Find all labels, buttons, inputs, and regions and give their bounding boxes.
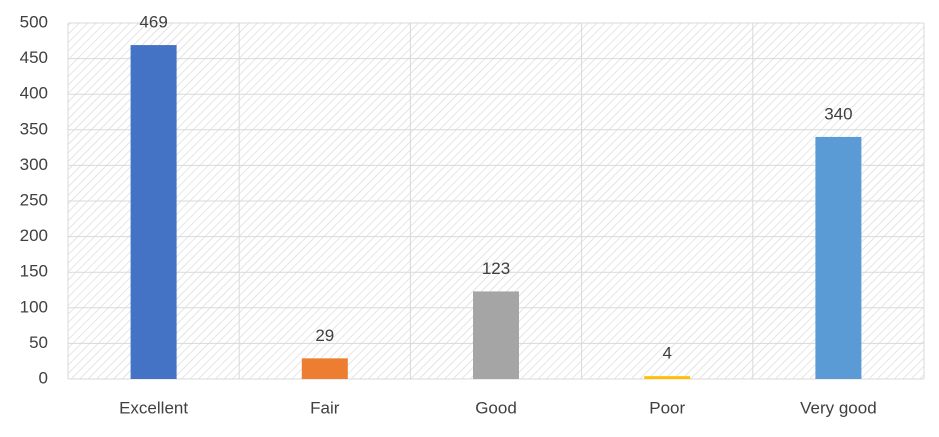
y-tick-label: 50: [29, 333, 48, 352]
x-tick-label: Fair: [310, 398, 340, 417]
x-tick-label: Poor: [649, 398, 685, 417]
bar: [130, 45, 177, 380]
bar: [644, 376, 691, 379]
y-tick-label: 400: [20, 84, 48, 103]
x-tick-label: Good: [475, 398, 517, 417]
y-tick-label: 200: [20, 226, 48, 245]
y-tick-label: 100: [20, 297, 48, 316]
data-label: 4: [662, 344, 671, 363]
y-tick-label: 150: [20, 262, 48, 281]
y-tick-label: 0: [39, 368, 48, 387]
data-label: 29: [315, 326, 334, 345]
bar: [473, 291, 519, 379]
x-tick-label: Very good: [800, 398, 877, 417]
y-tick-label: 450: [20, 48, 48, 67]
y-tick-label: 350: [20, 119, 48, 138]
y-tick-label: 250: [20, 190, 48, 209]
y-tick-label: 300: [20, 155, 48, 174]
data-label: 123: [482, 259, 510, 278]
y-tick-label: 500: [20, 12, 48, 31]
data-label: 340: [824, 104, 852, 123]
data-label: 469: [139, 13, 167, 32]
bar: [301, 358, 348, 379]
x-tick-label: Excellent: [119, 398, 188, 417]
bar: [815, 136, 862, 379]
